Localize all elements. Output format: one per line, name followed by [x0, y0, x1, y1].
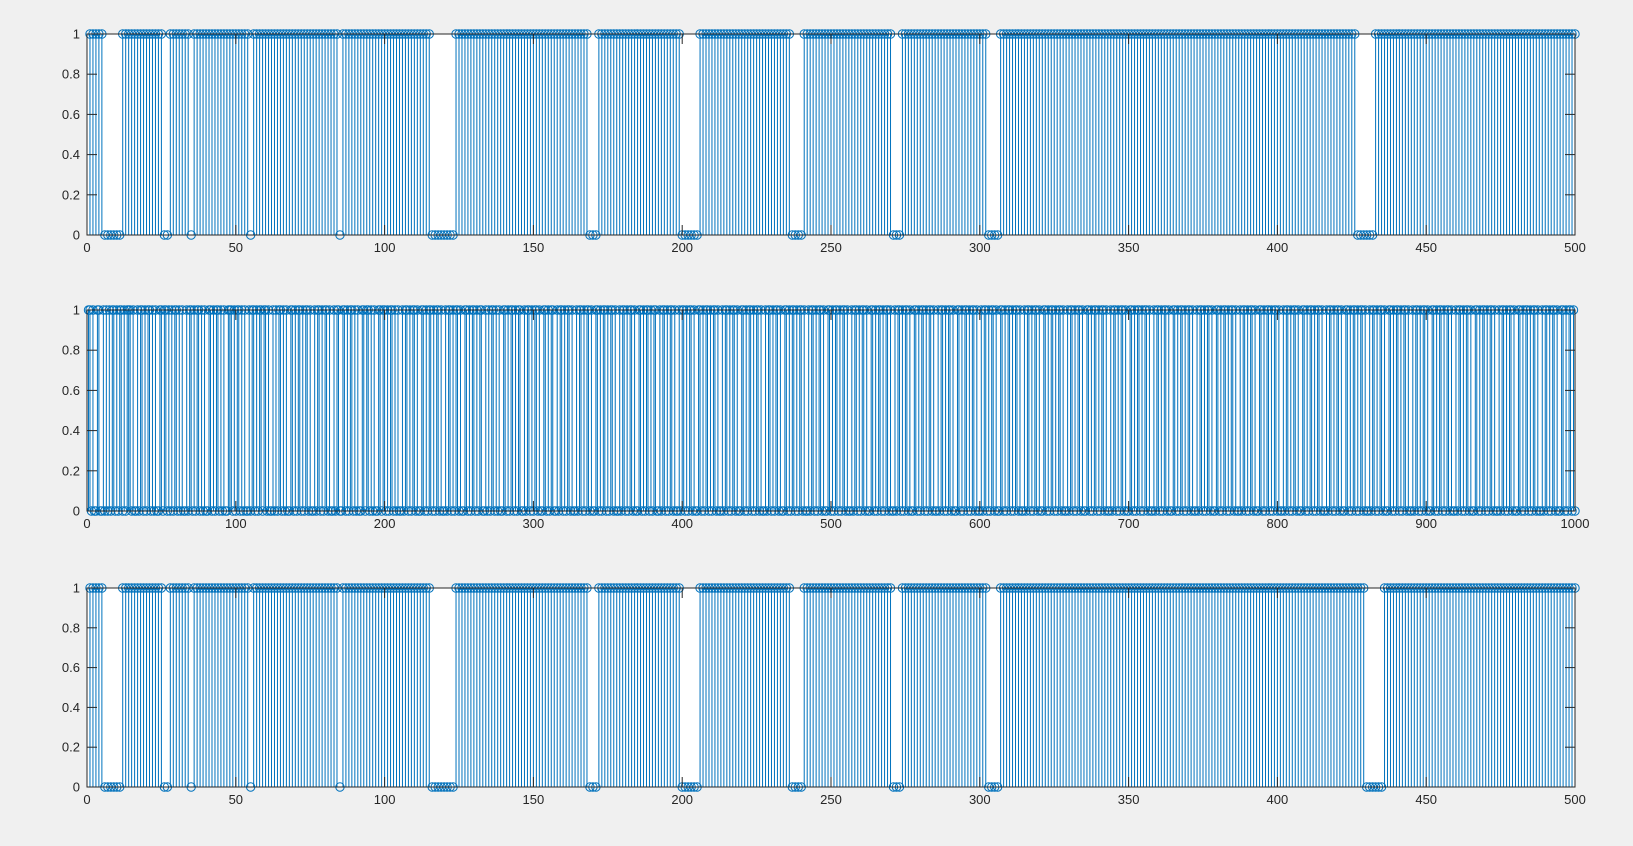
- y-tick-label: 0.4: [62, 147, 80, 162]
- y-tick-label: 1: [73, 27, 80, 42]
- x-tick-label: 400: [1267, 240, 1289, 255]
- x-tick-label: 900: [1415, 516, 1437, 531]
- subplot-1: 0 50 100 150 200 250 300 350 400 450 500 0 0.2 0.4 0.6…: [62, 27, 1586, 256]
- x-tick-label: 300: [969, 792, 991, 807]
- y-tick-label: 0: [73, 780, 80, 795]
- y-tick-label: 1: [73, 303, 80, 318]
- y-tick-label: 0.6: [62, 107, 80, 122]
- x-tick-label: 50: [229, 240, 243, 255]
- x-tick-label: 150: [523, 792, 545, 807]
- x-tick-label: 200: [671, 792, 693, 807]
- x-tick-label: 500: [820, 516, 842, 531]
- y-tick-label: 0.2: [62, 187, 80, 202]
- x-tick-label: 200: [374, 516, 396, 531]
- x-tick-label: 100: [225, 516, 247, 531]
- subplot-3: 0 50 100 150 200 250 300 350 400 450 500 0 0.2 0.4 0.6…: [62, 581, 1586, 808]
- x-tick-label: 300: [523, 516, 545, 531]
- y-tick-label: 0.4: [62, 700, 80, 715]
- x-tick-label: 100: [374, 240, 396, 255]
- x-tick-label: 50: [229, 792, 243, 807]
- x-tick-label: 300: [969, 240, 991, 255]
- x-tick-label: 400: [1267, 792, 1289, 807]
- stem-series: [89, 588, 1576, 787]
- stem-series: [87, 310, 1575, 511]
- x-tick-label: 200: [671, 240, 693, 255]
- y-tick-label: 0.8: [62, 343, 80, 358]
- y-tick-label: 0: [73, 504, 80, 519]
- y-tick-label: 0.6: [62, 660, 80, 675]
- y-tick-label: 0.8: [62, 67, 80, 82]
- x-tick-label: 100: [374, 792, 396, 807]
- y-tick-label: 0.6: [62, 383, 80, 398]
- x-tick-label: 0: [83, 240, 90, 255]
- y-tick-label: 0.2: [62, 463, 80, 478]
- x-tick-label: 700: [1118, 516, 1140, 531]
- x-tick-label: 250: [820, 792, 842, 807]
- x-tick-label: 0: [83, 516, 90, 531]
- x-tick-label: 150: [523, 240, 545, 255]
- x-tick-label: 450: [1415, 240, 1437, 255]
- x-tick-label: 450: [1415, 792, 1437, 807]
- y-tick-label: 0.8: [62, 620, 80, 635]
- x-tick-label: 500: [1564, 240, 1586, 255]
- x-tick-label: 600: [969, 516, 991, 531]
- x-tick-label: 250: [820, 240, 842, 255]
- stem-series: [89, 34, 1576, 235]
- x-tick-label: 400: [671, 516, 693, 531]
- y-tick-label: 0: [73, 228, 80, 243]
- x-tick-label: 800: [1267, 516, 1289, 531]
- x-tick-label: 0: [83, 792, 90, 807]
- x-tick-label: 350: [1118, 792, 1140, 807]
- x-tick-label: 350: [1118, 240, 1140, 255]
- subplot-2: 0 100 200 300 400 500 600 700 800 900 1000 0 0.2 0.4 0…: [62, 303, 1590, 532]
- x-tick-label: 500: [1564, 792, 1586, 807]
- y-tick-label: 0.2: [62, 740, 80, 755]
- y-tick-label: 1: [73, 581, 80, 596]
- y-tick-label: 0.4: [62, 423, 80, 438]
- x-tick-label: 1000: [1561, 516, 1590, 531]
